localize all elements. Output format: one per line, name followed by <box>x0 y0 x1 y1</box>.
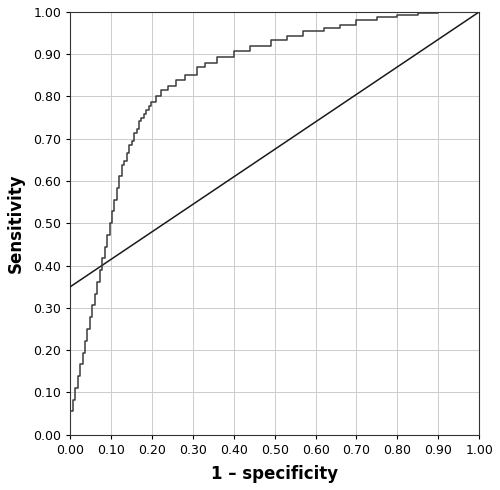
Y-axis label: Sensitivity: Sensitivity <box>7 173 25 273</box>
X-axis label: 1 – specificity: 1 – specificity <box>211 465 338 483</box>
